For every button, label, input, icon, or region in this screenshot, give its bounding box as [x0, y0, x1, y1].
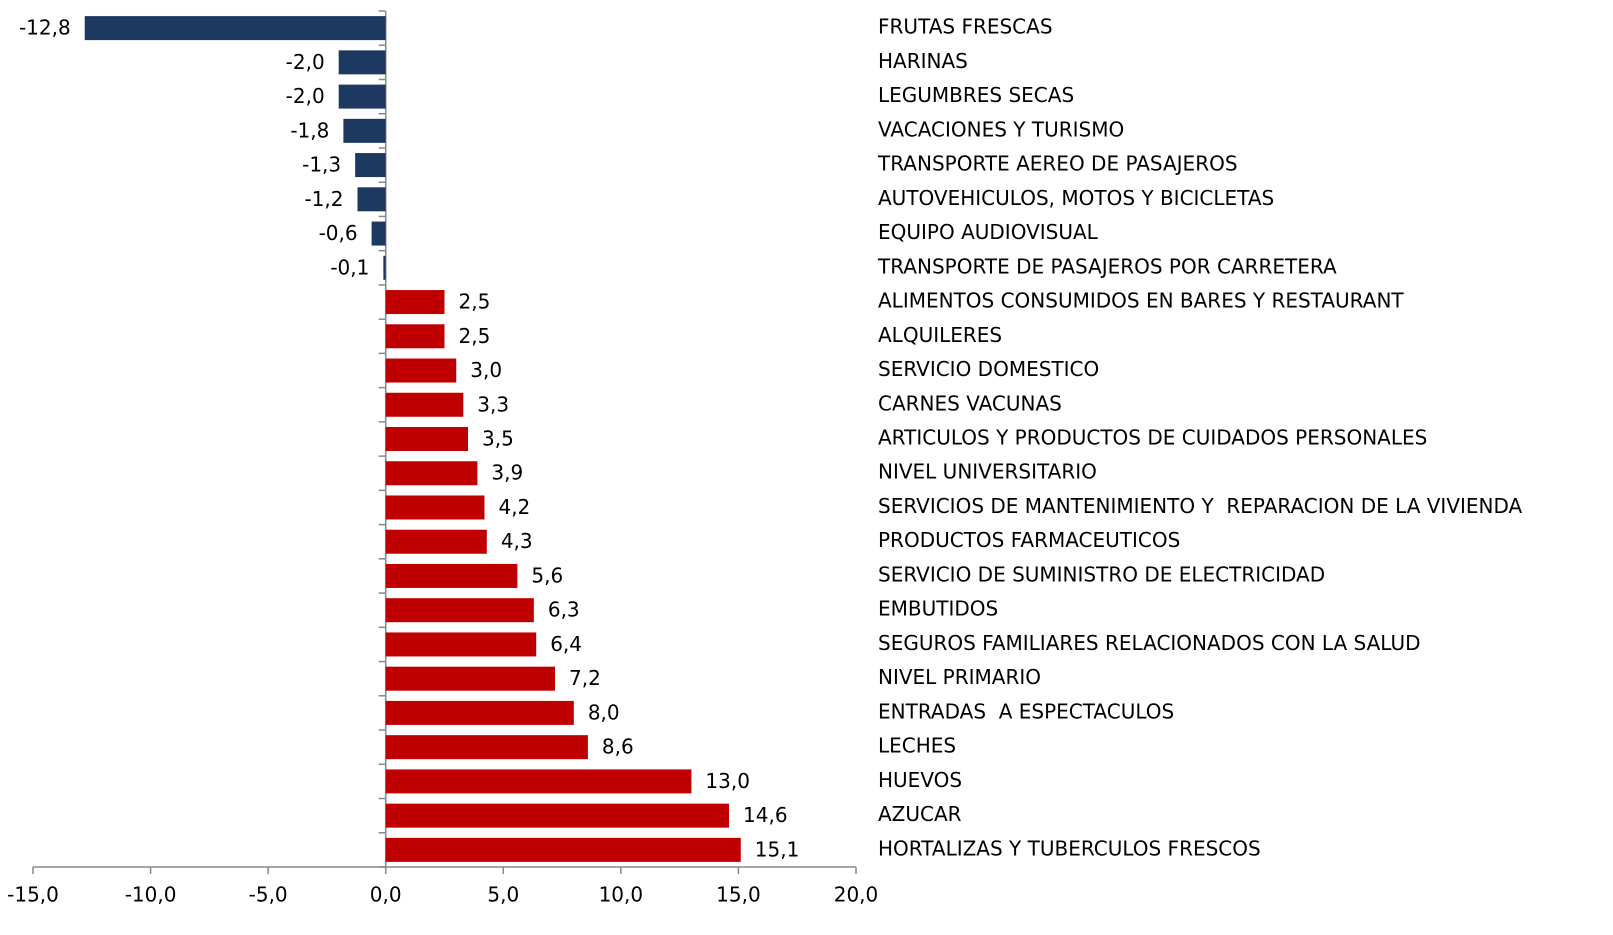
bar: [385, 632, 537, 657]
value-label: 3,0: [470, 358, 502, 382]
category-label: NIVEL UNIVERSITARIO: [878, 460, 1097, 484]
category-label: ALIMENTOS CONSUMIDOS EN BARES Y RESTAURA…: [878, 289, 1404, 313]
category-label: HARINAS: [878, 49, 968, 73]
x-tick-label: 5,0: [487, 883, 519, 907]
value-label: -0,6: [319, 221, 358, 245]
bar: [385, 769, 692, 794]
bar: [385, 803, 730, 828]
category-label: SEGUROS FAMILIARES RELACIONADOS CON LA S…: [878, 631, 1420, 655]
category-label: HUEVOS: [878, 768, 962, 792]
category-label: FRUTAS FRESCAS: [878, 15, 1053, 39]
value-label: -1,3: [302, 153, 341, 177]
value-label: -0,1: [330, 255, 369, 279]
value-label: 13,0: [705, 769, 750, 793]
value-label: 8,0: [588, 700, 620, 724]
bar: [385, 598, 534, 623]
value-label: 2,5: [459, 290, 491, 314]
bar: [385, 427, 469, 451]
value-label: 5,6: [531, 563, 563, 587]
category-label: TRANSPORTE DE PASAJEROS POR CARRETERA: [877, 254, 1337, 278]
bar: [385, 358, 457, 383]
category-label: CARNES VACUNAS: [878, 391, 1062, 415]
x-tick-label: 0,0: [370, 883, 402, 907]
value-label: -1,8: [290, 118, 329, 142]
x-tick-label: -10,0: [125, 883, 177, 907]
category-label: HORTALIZAS Y TUBERCULOS FRESCOS: [878, 836, 1261, 860]
value-label: 6,3: [548, 598, 580, 622]
bar: [385, 392, 464, 417]
x-tick-label: -5,0: [249, 883, 288, 907]
bar: [385, 461, 478, 486]
category-label: TRANSPORTE AEREO DE PASAJEROS: [877, 152, 1238, 176]
bar: [355, 153, 386, 178]
x-tick-label: -15,0: [7, 883, 59, 907]
category-label: SERVICIO DOMESTICO: [878, 357, 1099, 381]
bar: [385, 563, 518, 588]
category-label: SERVICIO DE SUMINISTRO DE ELECTRICIDAD: [878, 562, 1325, 586]
category-label: ENTRADAS A ESPECTACULOS: [878, 699, 1174, 723]
bar: [385, 324, 445, 349]
value-label: 4,3: [501, 529, 533, 553]
bar: [385, 666, 556, 691]
bar: [343, 118, 386, 143]
bar: [385, 700, 574, 725]
category-label: EQUIPO AUDIOVISUAL: [878, 220, 1099, 244]
bar: [357, 187, 386, 212]
value-label: 14,6: [743, 803, 788, 827]
category-label: AUTOVEHICULOS, MOTOS Y BICICLETAS: [878, 186, 1274, 210]
bar: [84, 16, 386, 41]
bar: [338, 84, 386, 109]
value-label: 8,6: [602, 735, 634, 759]
x-tick-label: 20,0: [834, 883, 879, 907]
value-label: 3,3: [477, 392, 509, 416]
x-tick-label: 15,0: [716, 883, 761, 907]
bar: [383, 255, 386, 280]
bar: [338, 50, 386, 75]
value-label: 4,2: [498, 495, 530, 519]
category-label: ARTICULOS Y PRODUCTOS DE CUIDADOS PERSON…: [878, 426, 1427, 450]
x-tick-label: 10,0: [599, 883, 644, 907]
category-label: PRODUCTOS FARMACEUTICOS: [878, 528, 1180, 552]
bar: [385, 735, 588, 760]
bar: [385, 495, 485, 520]
value-label: -2,0: [286, 50, 325, 74]
category-label: VACACIONES Y TURISMO: [878, 117, 1124, 141]
category-label: LECHES: [878, 734, 956, 758]
bar: [385, 290, 445, 315]
value-label: 3,5: [482, 427, 514, 451]
value-label: 15,1: [755, 837, 800, 861]
value-label: 2,5: [459, 324, 491, 348]
category-label: ALQUILERES: [878, 323, 1002, 347]
value-label: 3,9: [491, 461, 523, 485]
value-label: 7,2: [569, 666, 601, 690]
category-label: EMBUTIDOS: [878, 597, 998, 621]
value-label: -12,8: [19, 16, 71, 40]
value-label: -1,2: [304, 187, 343, 211]
category-label: LEGUMBRES SECAS: [878, 83, 1074, 107]
value-label: -2,0: [286, 84, 325, 108]
category-label: AZUCAR: [878, 802, 962, 826]
bar: [385, 837, 741, 862]
bar: [371, 221, 386, 246]
bar: [385, 529, 487, 554]
category-label: NIVEL PRIMARIO: [878, 665, 1041, 689]
category-label: SERVICIOS DE MANTENIMIENTO Y REPARACION …: [878, 494, 1523, 518]
value-label: 6,4: [550, 632, 582, 656]
